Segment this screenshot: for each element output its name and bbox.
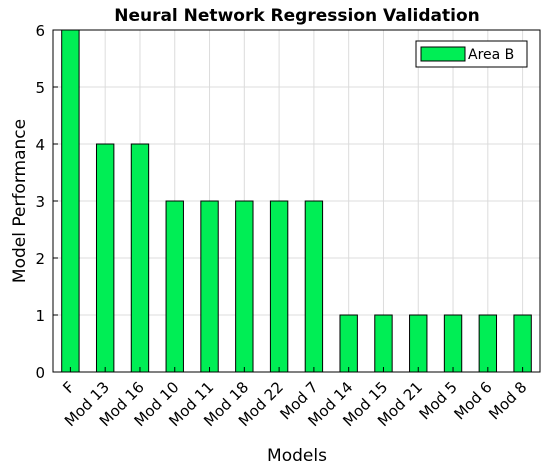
y-tick-label: 1 (35, 307, 45, 325)
bar (95, 143, 115, 373)
bar (200, 200, 219, 373)
bar (304, 200, 324, 373)
y-tick-label: 6 (35, 22, 45, 40)
bar (339, 314, 358, 373)
y-tick-label: 2 (35, 250, 45, 268)
bar (478, 314, 498, 373)
bar (61, 29, 80, 373)
chart-title: Neural Network Regression Validation (114, 6, 480, 26)
bar (235, 200, 254, 373)
bar (269, 200, 289, 373)
legend-label: Area B (468, 47, 514, 63)
bars (61, 29, 532, 373)
y-tick-label: 0 (35, 364, 45, 382)
bar (374, 314, 393, 373)
y-tick-label: 4 (35, 136, 45, 154)
bar (409, 314, 428, 373)
bar (513, 314, 532, 373)
y-axis-label: Model Performance (10, 119, 30, 283)
legend-swatch (420, 46, 466, 62)
x-axis-label: Models (267, 446, 327, 466)
y-tick-label: 5 (35, 79, 45, 97)
bar (443, 314, 463, 373)
y-ticks: 0 1 2 3 4 5 6 (35, 22, 58, 382)
y-tick-label: 3 (35, 193, 45, 211)
bar (130, 143, 150, 373)
legend: Area B (415, 40, 528, 68)
bar (165, 200, 184, 373)
